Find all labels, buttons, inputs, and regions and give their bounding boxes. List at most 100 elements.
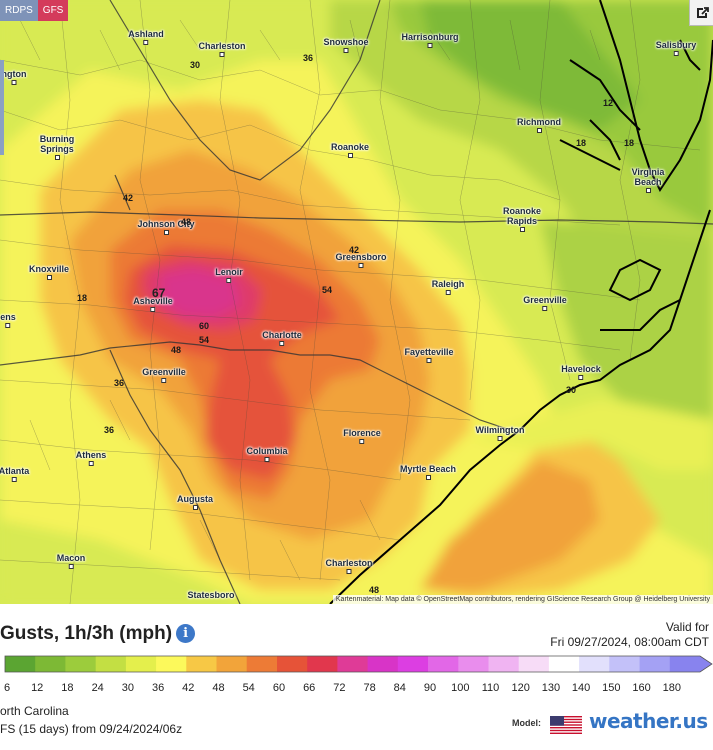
scale-label-54: 54 [242,682,255,694]
city-burning-springs: Burning Springs [27,134,87,160]
scale-swatch-42 [186,656,217,672]
info-icon[interactable]: i [176,624,196,643]
city-snowshoe: Snowshoe [323,37,369,53]
city-florence: Florence [343,428,381,444]
city-statesboro: Statesboro [187,590,235,600]
city-fayetteville: Fayetteville [404,347,454,363]
map-attribution[interactable]: Kartenmaterial: Map data © OpenStreetMap… [332,595,713,604]
scale-label-24: 24 [91,682,104,694]
color-scale-bar [4,655,713,673]
scale-label-12: 12 [31,682,44,694]
share-button[interactable] [689,0,713,26]
scale-swatch-24 [95,656,127,672]
contour-label: 18 [77,293,88,303]
scale-swatch-120 [518,656,550,672]
contour-label: 18 [576,138,587,148]
city-ashland: Ashland [128,29,164,45]
city-asheville: Asheville [133,296,173,312]
contour-label: 60 [199,321,210,331]
contour-label: 36 [303,53,314,63]
model-tabs: RDPS GFS [0,0,69,21]
scale-label-150: 150 [602,682,621,694]
scale-swatch-110 [488,656,520,672]
scale-label-6: 6 [3,682,11,694]
contour-label: 48 [181,217,192,227]
scale-swatch-6 [5,656,36,672]
city-charlotte: Charlotte [262,330,302,346]
brand-logo[interactable]: weather.us [589,709,708,733]
city-lexington: ngton [2,69,27,85]
scale-label-66: 66 [303,682,316,694]
parameter-title: Gusts, 1h/3h (mph) i [0,623,196,645]
tab-rdps[interactable]: RDPS [0,0,38,21]
city-lenoir: Lenoir [215,267,243,283]
color-scale-labels: 6 12 18 24 30 36 42 48 54 60 66 72 78 84 90 100 110 120 13… [0,682,713,696]
city-richmond: Richmond [517,117,561,133]
city-athens: Athens [76,450,106,466]
contour-label: 36 [104,425,115,435]
scale-label-78: 78 [363,682,376,694]
scale-outline [4,655,713,673]
city-ens: ens [0,312,16,328]
contour-label: 48 [369,585,380,595]
city-raleigh: Raleigh [432,279,464,295]
scale-swatch-84 [397,656,429,672]
scale-label-130: 130 [541,682,561,694]
side-panel-handle[interactable] [0,60,4,155]
scale-swatch-54 [246,656,278,672]
scale-arrow [700,656,712,672]
weather-map[interactable]: Ashland Charleston Snowshoe Harrisonburg… [0,0,713,604]
legend-panel: Gusts, 1h/3h (mph) i Valid for Fri 09/27/… [0,604,713,750]
city-harrisonburg: Harrisonburg [401,32,459,48]
scale-label-160: 160 [632,682,651,694]
tab-gfs[interactable]: GFS [37,0,69,21]
scale-label-110: 110 [481,682,500,694]
scale-label-30: 30 [121,682,135,694]
city-greenville-sc: Greenville [142,367,186,383]
city-macon: Macon [57,553,85,569]
scale-label-18: 18 [61,682,74,694]
city-virginia-beach: Virginia Beach [618,167,678,193]
valid-for-label: Valid for [665,620,709,634]
scale-swatch-90 [428,656,459,672]
city-knoxville: Knoxville [29,264,69,280]
scale-swatch-66 [307,656,338,672]
scale-swatch-130 [548,656,580,672]
scale-swatch-48 [216,656,248,672]
city-roanoke: Roanoke [331,142,369,158]
city-greenville-nc: Greenville [523,295,567,311]
model-credit-label: Model: [512,718,541,728]
scale-label-180: 180 [662,682,681,694]
scale-swatch-72 [337,656,369,672]
scale-label-120: 120 [511,682,530,694]
contour-label: 12 [603,98,614,108]
city-salisbury: Salisbury [656,40,696,56]
scale-label-140: 140 [571,682,591,694]
scale-swatch-100 [458,656,489,672]
contour-label: 36 [114,378,125,388]
scale-swatch-180 [669,656,701,672]
scale-label-48: 48 [212,682,225,694]
city-havelock: Havelock [561,364,601,380]
city-augusta: Augusta [177,494,213,510]
city-greensboro: Greensboro [335,252,387,268]
contour-label-peak: 67 [152,286,166,300]
valid-time: Valid for Fri 09/27/2024, 08:00am CDT [550,620,709,650]
scale-swatch-36 [156,656,187,672]
city-atlanta: Atlanta [0,466,29,482]
scale-swatch-140 [579,656,610,672]
scale-swatch-18 [65,656,97,672]
scale-swatch-160 [639,656,671,672]
gust-field-layer [0,0,713,604]
city-wilmington: Wilmington [476,425,524,441]
contour-label: 30 [190,60,201,70]
valid-time-value: Fri 09/27/2024, 08:00am CDT [550,635,709,649]
us-flag-icon [550,716,582,734]
scale-swatch-12 [35,656,66,672]
scale-swatch-150 [609,656,640,672]
scale-label-72: 72 [333,682,346,694]
scale-label-36: 36 [151,682,165,694]
scale-swatch-30 [125,656,157,672]
city-columbia: Columbia [246,446,288,462]
